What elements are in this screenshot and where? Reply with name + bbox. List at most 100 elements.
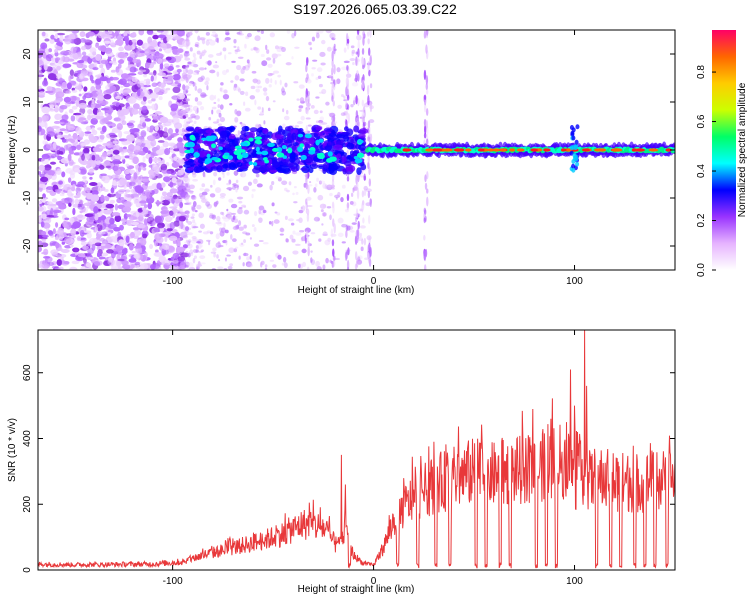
signal-blob xyxy=(262,128,269,134)
noise-blob xyxy=(286,189,290,193)
noise-blob xyxy=(219,87,223,92)
noise-blob xyxy=(295,232,302,236)
noise-blob xyxy=(131,250,137,254)
noise-blob xyxy=(63,261,70,265)
signal-blob xyxy=(323,127,333,132)
noise-blob xyxy=(220,82,224,86)
noise-blob xyxy=(184,264,190,268)
signal-core xyxy=(240,141,249,147)
streak-blob xyxy=(425,44,428,54)
noise-blob xyxy=(74,252,79,256)
noise-blob xyxy=(230,234,233,240)
noise-blob xyxy=(294,30,297,37)
signal-hotspot xyxy=(665,148,672,152)
noise-blob xyxy=(123,131,131,135)
noise-blob xyxy=(301,248,307,254)
noise-blob xyxy=(350,103,354,108)
signal-core xyxy=(255,146,260,152)
noise-blob xyxy=(158,96,163,101)
noise-blob xyxy=(171,161,180,168)
signal-blob xyxy=(259,164,270,173)
noise-blob xyxy=(41,238,46,243)
signal-blob xyxy=(327,141,332,146)
noise-blob xyxy=(160,163,168,171)
streak-blob xyxy=(369,55,372,66)
streak-blob xyxy=(355,208,359,219)
signal-core xyxy=(252,162,258,166)
noise-blob xyxy=(235,246,239,249)
noise-blob xyxy=(69,217,75,223)
noise-blob xyxy=(171,229,178,234)
noise-blob xyxy=(52,228,56,234)
signal-blob xyxy=(346,142,355,150)
noise-blob xyxy=(154,125,159,132)
noise-blob xyxy=(196,244,199,250)
noise-blob xyxy=(188,266,196,270)
noise-blob xyxy=(80,160,89,165)
noise-blob xyxy=(164,80,172,84)
noise-blob xyxy=(126,219,133,226)
noise-blob xyxy=(226,187,233,190)
noise-blob xyxy=(42,52,47,59)
noise-blob xyxy=(284,215,288,221)
noise-blob xyxy=(227,265,233,270)
signal-core xyxy=(357,139,364,144)
noise-blob xyxy=(146,191,152,199)
noise-blob xyxy=(192,52,196,58)
noise-blob xyxy=(103,40,111,44)
noise-blob xyxy=(300,115,305,121)
noise-blob xyxy=(185,183,189,188)
noise-blob xyxy=(343,47,347,53)
noise-blob xyxy=(217,244,224,248)
streak-blob xyxy=(332,259,336,268)
noise-blob xyxy=(38,171,42,175)
noise-blob xyxy=(70,46,77,54)
noise-blob xyxy=(134,261,141,266)
noise-blob xyxy=(94,214,99,221)
streak-blob xyxy=(333,64,336,75)
noise-blob xyxy=(218,112,222,118)
noise-blob xyxy=(57,114,64,120)
noise-blob xyxy=(194,97,199,102)
noise-blob xyxy=(216,215,221,222)
noise-blob xyxy=(239,78,245,82)
noise-blob xyxy=(79,210,83,214)
signal-hotspot xyxy=(648,148,659,152)
noise-blob xyxy=(49,104,55,109)
noise-blob xyxy=(112,149,120,155)
noise-blob xyxy=(320,209,324,213)
noise-blob xyxy=(196,101,203,106)
noise-blob xyxy=(83,92,93,99)
signal-blob xyxy=(309,163,319,170)
signal-blob xyxy=(188,154,195,159)
noise-blob xyxy=(40,221,45,228)
noise-blob xyxy=(72,247,80,253)
noise-blob xyxy=(132,92,137,99)
signal-core xyxy=(187,141,195,148)
noise-blob xyxy=(92,147,99,152)
streak-blob xyxy=(305,56,309,66)
noise-blob xyxy=(96,252,101,258)
signal-blob xyxy=(260,134,271,138)
streak-blob xyxy=(425,89,429,95)
noise-blob xyxy=(125,38,129,46)
noise-blob xyxy=(359,208,363,212)
noise-blob xyxy=(167,142,176,147)
noise-blob xyxy=(68,53,74,60)
noise-blob xyxy=(176,68,182,73)
noise-blob xyxy=(134,253,141,260)
noise-blob xyxy=(99,134,105,140)
noise-blob xyxy=(38,218,42,223)
noise-blob xyxy=(164,127,168,133)
signal-blob xyxy=(302,138,311,142)
noise-blob xyxy=(58,204,67,210)
noise-blob xyxy=(217,98,220,102)
noise-blob xyxy=(147,217,151,222)
noise-blob xyxy=(54,33,58,40)
noise-blob xyxy=(242,66,246,70)
noise-blob xyxy=(48,48,52,53)
noise-blob xyxy=(193,70,200,73)
noise-blob xyxy=(253,47,259,51)
noise-blob xyxy=(284,82,288,88)
noise-blob xyxy=(172,36,182,40)
